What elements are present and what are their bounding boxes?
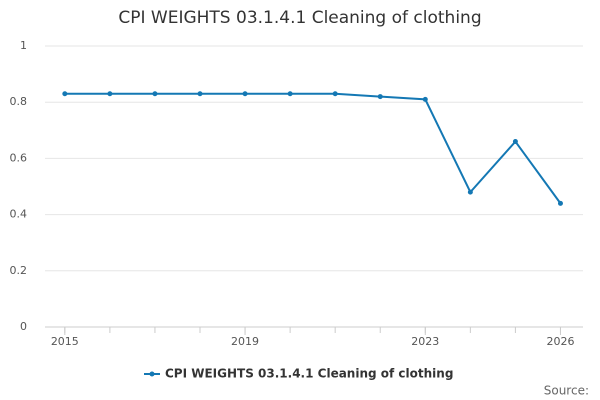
data-point [557,200,563,206]
x-tick-label: 2023 [411,335,439,348]
x-tick-label: 2015 [51,335,79,348]
y-tick-label: 0.6 [10,151,28,164]
x-tick-label: 2026 [546,335,574,348]
data-point [287,91,293,97]
x-tick-label: 2019 [231,335,259,348]
series-line [64,92,562,204]
data-point [422,96,428,102]
data-point [152,91,158,97]
data-point [377,94,383,100]
data-point [467,189,473,195]
data-point [512,139,518,145]
data-point [242,91,248,97]
data-point [107,91,113,97]
data-point [197,91,203,97]
y-tick-label: 0.8 [10,95,28,108]
source: Source: [544,384,589,398]
legend-label: CPI WEIGHTS 03.1.4.1 Cleaning of clothin… [165,367,453,381]
y-tick-label: 1 [20,39,27,52]
y-tick-label: 0 [20,320,27,333]
data-point [62,91,68,97]
data-point [332,91,338,97]
y-tick-label: 0.2 [10,264,28,277]
chart-title: CPI WEIGHTS 03.1.4.1 Cleaning of clothin… [118,8,481,28]
y-tick-label: 0.4 [10,208,28,221]
legend-marker [149,371,155,377]
